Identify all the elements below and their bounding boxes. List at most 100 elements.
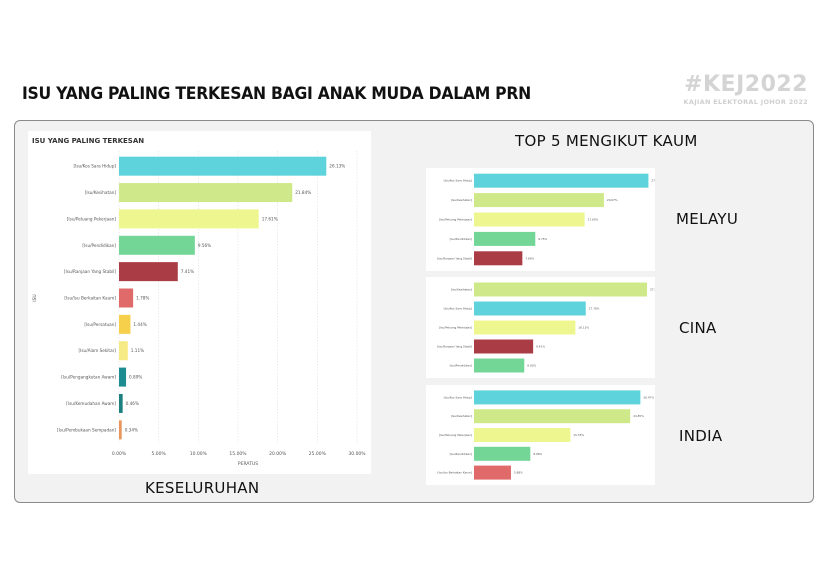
chart-title: ISU YANG PALING TERKESAN (32, 137, 144, 145)
category-label: [Isu/Isu Berkaitan Kaum] (64, 296, 116, 301)
value-label: 8.00% (527, 364, 536, 368)
category-label: [Isu/Kos Sara Hidup] (444, 395, 472, 399)
overall-bar-chart: ISU YANG PALING TERKESAN 0.00% 5.00% 10.00%… (32, 137, 366, 467)
value-label: 7.41% (181, 269, 194, 274)
bar (474, 465, 511, 480)
bar (474, 193, 604, 208)
category-label: [Isu/Pendidikan] (450, 452, 472, 456)
category-label: [Isu/Pendidikan] (82, 243, 116, 248)
value-label: 9.56% (198, 243, 211, 248)
value-label: 0.46% (126, 401, 139, 406)
bar (474, 320, 576, 335)
bar (119, 341, 128, 361)
category-label: [Isu/Ranjaan Yang Stabil] (64, 269, 116, 274)
value-label: 0.89% (129, 375, 142, 380)
category-label: [Isu/Pendidikan] (450, 237, 472, 241)
bar (474, 409, 631, 424)
page-title: ISU YANG PALING TERKESAN BAGI ANAK MUDA … (22, 84, 531, 104)
category-label: [Isu/Kos Sara Hidup] (444, 179, 472, 183)
value-label: 17.60% (588, 218, 599, 222)
bar (474, 231, 536, 246)
category-label: [Isu/Kemudahan Awam] (66, 401, 116, 406)
category-label: [Isu/Pengangkutan Awam] (61, 375, 116, 380)
bar (119, 183, 293, 203)
overall-label: KESELURUHAN (145, 479, 260, 497)
overall-chart-card: ISU YANG PALING TERKESAN 0.00% 5.00% 10.00%… (28, 131, 371, 474)
bar (474, 301, 586, 316)
x-tick-label: 10.00% (190, 451, 208, 457)
value-label: 9.41% (536, 345, 545, 349)
x-tick-label: 30.00% (348, 451, 366, 457)
value-label: 9.75% (538, 237, 547, 241)
x-tick-label: 5.00% (152, 451, 167, 457)
india-chart-card: [Isu/Kos Sara Hidup] 26.47% [Isu/Kesihatan… (426, 385, 655, 485)
bar (474, 446, 531, 461)
category-label: [Isu/Peluang Pekerjaan] (67, 216, 117, 221)
value-label: 8.96% (533, 452, 542, 456)
value-label: 27.75% (651, 179, 655, 183)
bar (119, 420, 122, 440)
x-axis-label: PERATUS (238, 461, 258, 467)
value-label: 16.13% (578, 326, 589, 330)
value-label: 15.33% (573, 433, 584, 437)
x-tick-label: 0.00% (112, 451, 127, 457)
category-label: [Isu/Kos Sara Hidup] (74, 164, 117, 169)
category-label: [Isu/Persatuan] (84, 322, 116, 327)
value-label: 5.88% (514, 471, 523, 475)
category-label: [Isu/Alam Sekitar] (78, 348, 116, 353)
bar (119, 262, 178, 282)
category-label: [Isu/Peluang Pekerjaan] (439, 326, 472, 330)
category-label: [Isu/Peluang Pekerjaan] (439, 218, 472, 222)
top5-heading: TOP 5 MENGIKUT KAUM (515, 132, 698, 150)
india-bar-chart: [Isu/Kos Sara Hidup] 26.47% [Isu/Kesihatan… (438, 390, 654, 480)
y-axis-label: ISU (32, 294, 38, 301)
value-label: 17.78% (589, 307, 600, 311)
brand-logo: #KEJ2022 KAJIAN ELEKTORAL JOHOR 2022 (684, 72, 808, 106)
value-label: 21.84% (295, 190, 311, 195)
category-label: [Isu/Kesihatan] (451, 288, 472, 292)
value-label: 0.34% (125, 427, 138, 432)
bar (119, 235, 195, 255)
category-label: [Isu/Kesihatan] (85, 190, 117, 195)
value-label: 1.78% (136, 296, 149, 301)
category-label: [Isu/Isu Berkaitan Kaum] (438, 471, 472, 475)
bar (474, 282, 648, 297)
category-label: [Isu/Pembukaan Sempadan] (57, 427, 116, 432)
value-label: 26.13% (329, 164, 345, 169)
category-label: [Isu/Ranjaan Yang Stabil] (437, 345, 472, 349)
cina-chart-card: [Isu/Kesihatan] 27.53% [Isu/Kos Sara Hidup… (426, 277, 655, 378)
bar (474, 339, 534, 354)
bar (474, 358, 525, 373)
value-label: 7.69% (525, 256, 534, 260)
value-label: 27.53% (650, 288, 655, 292)
bar (474, 390, 641, 405)
x-tick-label: 20.00% (269, 451, 287, 457)
bar (119, 314, 131, 334)
category-label: [Isu/Peluang Pekerjaan] (439, 433, 472, 437)
bar (119, 393, 123, 413)
value-label: 1.44% (133, 322, 146, 327)
value-label: 26.47% (643, 395, 654, 399)
cina-bar-chart: [Isu/Kesihatan] 27.53% [Isu/Kos Sara Hidup… (437, 282, 655, 373)
bar (474, 251, 523, 266)
bar (474, 428, 571, 442)
bar (119, 209, 259, 229)
bar (474, 212, 585, 227)
melayu-chart-card: [Isu/Kos Sara Hidup] 27.75% [Isu/Kesihatan… (426, 168, 655, 271)
bar (474, 173, 649, 188)
value-label: 17.61% (262, 216, 278, 221)
value-label: 24.85% (633, 414, 644, 418)
category-label: [Isu/Kesihatan] (451, 414, 472, 418)
bar (119, 288, 134, 308)
bar (119, 367, 127, 387)
melayu-bar-chart: [Isu/Kos Sara Hidup] 27.75% [Isu/Kesihatan… (437, 173, 655, 266)
bar (119, 156, 327, 176)
category-label: [Isu/Pendidikan] (450, 364, 472, 368)
category-label: [Isu/Ranjaan Yang Stabil] (437, 256, 472, 260)
x-tick-label: 25.00% (309, 451, 327, 457)
value-label: 1.11% (131, 348, 144, 353)
melayu-label: MELAYU (676, 210, 739, 228)
value-label: 20.67% (607, 198, 618, 202)
category-label: [Isu/Kesihatan] (451, 198, 472, 202)
india-label: INDIA (679, 427, 723, 445)
